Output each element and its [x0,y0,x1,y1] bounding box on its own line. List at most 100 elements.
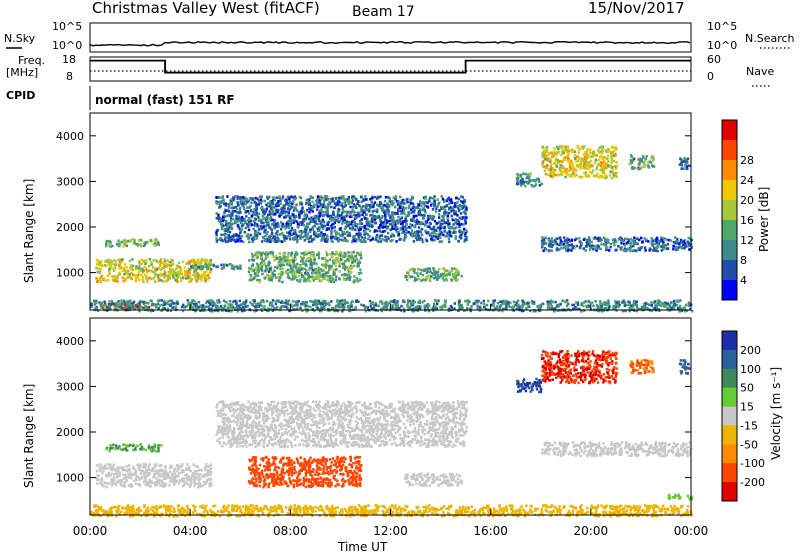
heatmap-cell [395,211,398,215]
heatmap-cell [137,239,141,242]
heatmap-cell [293,198,297,201]
heatmap-cell [284,299,288,302]
nsky-trace [89,40,691,47]
heatmap-cell [206,300,209,303]
heatmap-cell [686,240,690,244]
heatmap-cell [255,204,258,207]
heatmap-cell [561,160,564,163]
heatmap-cell [330,232,333,236]
heatmap-cell [311,275,314,278]
heatmap-cell [303,277,306,280]
heatmap-cell [588,238,591,242]
heatmap-cell [279,233,282,236]
heatmap-cell [322,273,325,276]
heatmap-cell [409,306,412,309]
heatmap-cell [604,149,608,152]
heatmap-cell [682,243,685,247]
heatmap-cell [142,259,145,263]
heatmap-cell [286,256,290,259]
heatmap-cell [589,151,592,155]
heatmap-cell [441,197,445,201]
heatmap-cell [112,259,116,262]
heatmap-cell [237,215,241,219]
heatmap-cell [388,301,392,305]
heatmap-cell [464,300,468,303]
heatmap-cell [453,201,456,205]
heatmap-cell [381,206,385,210]
heatmap-cell [398,238,401,241]
heatmap-cell [188,272,191,275]
heatmap-cell [594,174,597,177]
heatmap-cell [373,218,377,221]
heatmap-cell [643,165,646,169]
heatmap-cell [636,237,639,240]
heatmap-cell [291,202,294,206]
heatmap-cell [277,272,280,276]
heatmap-cell [378,225,382,228]
heatmap-cell [303,234,306,238]
heatmap-cell [355,197,358,201]
heatmap-cell [393,222,397,225]
heatmap-cell [630,155,633,159]
heatmap-cell [307,278,310,282]
heatmap-cell [413,271,416,275]
heatmap-cell [544,236,547,239]
heatmap-cell [229,216,233,220]
heatmap-cell [563,241,567,244]
heatmap-cell [203,305,206,309]
heatmap-cell [244,301,248,304]
heatmap-cell [232,233,236,237]
heatmap-cell [314,221,317,225]
heatmap-cell [321,220,325,224]
heatmap-cell [248,211,251,215]
heatmap-cell [259,265,262,268]
heatmap-cell [372,205,375,209]
heatmap-cell [384,214,387,217]
heatmap-cell [524,180,528,184]
heatmap-cell [242,205,245,208]
heatmap-cell [464,204,467,208]
heatmap-cell [375,229,379,233]
heatmap-cell [385,211,388,215]
heatmap-cell [315,262,318,266]
heatmap-cell [266,252,269,256]
heatmap-cell [206,265,209,268]
heatmap-cell [428,277,431,281]
heatmap-cell [604,301,607,305]
heatmap-cell [374,195,377,199]
heatmap-cell [95,263,99,266]
heatmap-cell [136,242,139,246]
heatmap-cell [95,299,98,303]
heatmap-cell [343,210,347,214]
heatmap-cell [261,226,265,229]
heatmap-cell [310,216,313,219]
heatmap-cell [297,211,301,215]
heatmap-cell [564,168,567,172]
heatmap-cell [348,273,351,277]
heatmap-cell [601,157,604,161]
heatmap-cell [379,218,382,221]
heatmap-cell [269,275,272,278]
heatmap-cell [573,157,577,160]
heatmap-cell [338,265,341,268]
heatmap-cell [526,181,529,184]
heatmap-cell [318,201,321,204]
heatmap-cell [313,300,316,304]
heatmap-cell [564,145,567,149]
heatmap-cell [273,212,276,216]
heatmap-cell [305,269,308,273]
heatmap-cell [379,223,382,227]
heatmap-cell [330,255,333,259]
heatmap-cell [410,219,413,222]
heatmap-cell [614,173,617,177]
heatmap-cell [349,301,353,305]
heatmap-cell [399,204,402,208]
heatmap-cell [169,273,172,277]
heatmap-cell [196,261,199,264]
heatmap-cell [316,275,319,279]
heatmap-cell [145,241,148,244]
heatmap-cell [356,277,359,281]
heatmap-cell [412,217,415,220]
heatmap-cell [588,170,592,174]
heatmap-cell [293,277,296,281]
